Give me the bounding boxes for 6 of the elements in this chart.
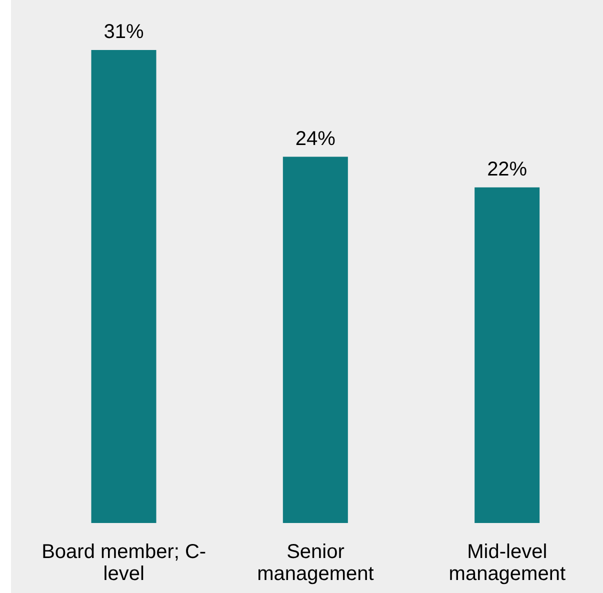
data-label: 24% bbox=[295, 128, 336, 150]
data-label: 22% bbox=[487, 158, 528, 180]
x-tick-label: Senior management bbox=[257, 541, 374, 585]
x-tick-label: Mid-level management bbox=[448, 541, 566, 585]
data-label: 31% bbox=[104, 21, 144, 43]
x-tick-label: Board member; C-level bbox=[42, 541, 206, 585]
